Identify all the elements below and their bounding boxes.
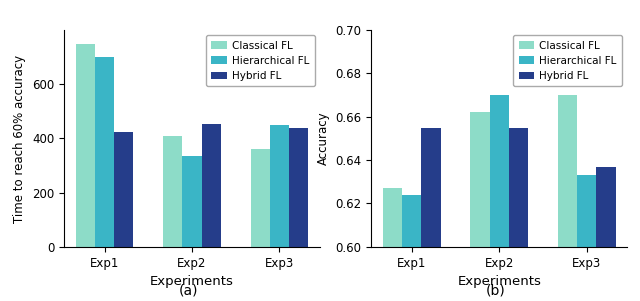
Bar	[470, 113, 490, 301]
Bar	[596, 167, 616, 301]
Bar	[421, 128, 440, 301]
Bar	[95, 57, 114, 247]
Bar	[558, 95, 577, 301]
Bar	[251, 149, 270, 247]
Bar	[289, 128, 308, 247]
Y-axis label: Accuracy: Accuracy	[317, 112, 330, 165]
Text: (b): (b)	[486, 284, 506, 298]
Bar	[182, 156, 202, 247]
Bar	[114, 132, 133, 247]
X-axis label: Experiments: Experiments	[457, 275, 541, 288]
Bar	[509, 128, 528, 301]
Legend: Classical FL, Hierarchical FL, Hybrid FL: Classical FL, Hierarchical FL, Hybrid FL	[206, 35, 315, 86]
Bar	[76, 44, 95, 247]
Bar	[402, 195, 421, 301]
Bar	[202, 124, 221, 247]
Text: (a): (a)	[179, 284, 198, 298]
Bar	[383, 188, 402, 301]
Bar	[577, 175, 596, 301]
X-axis label: Experiments: Experiments	[150, 275, 234, 288]
Y-axis label: Time to reach 60% accuracy: Time to reach 60% accuracy	[13, 54, 26, 222]
Legend: Classical FL, Hierarchical FL, Hybrid FL: Classical FL, Hierarchical FL, Hybrid FL	[513, 35, 622, 86]
Bar	[270, 125, 289, 247]
Bar	[163, 136, 182, 247]
Bar	[490, 95, 509, 301]
